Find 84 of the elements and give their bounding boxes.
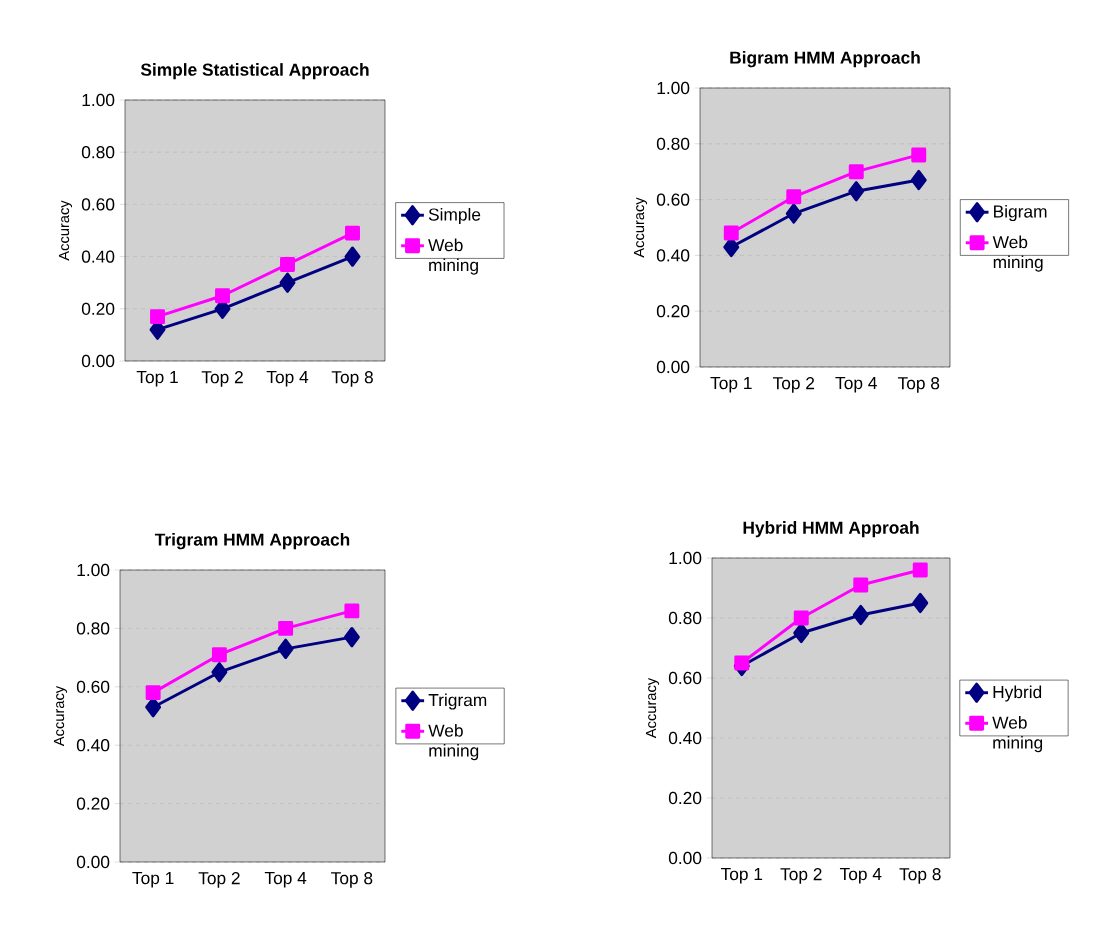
y-tick-label: 0.40	[668, 731, 702, 745]
x-tick-label: Top 4	[839, 868, 882, 884]
y-tick-label: 0.20	[76, 797, 110, 810]
point	[793, 622, 810, 644]
y-tick-label: 0.80	[656, 137, 690, 150]
x-tick-label: Top 2	[201, 371, 243, 387]
y-tick-label: 0.00	[81, 354, 115, 368]
x-tick-label: Top 1	[132, 872, 174, 888]
y-tick-label: 0.00	[656, 360, 690, 374]
y-tick-label: 1.00	[77, 563, 110, 577]
legend-label: Bigram	[994, 204, 1047, 222]
x-tick-label: Top 4	[835, 377, 877, 393]
point	[786, 189, 802, 205]
point	[278, 620, 294, 636]
x-tick-label: Top 8	[331, 371, 373, 387]
y-axis-title: Accuracy	[645, 677, 660, 739]
y-tick-label: 1.00	[82, 93, 115, 107]
x-tick-label: Top 1	[136, 371, 178, 387]
y-tick-label: 0.00	[76, 855, 110, 869]
legend-label: Web mining	[992, 235, 1043, 272]
y-tick-label: 0.80	[668, 611, 702, 625]
y-tick-label: 0.20	[81, 302, 115, 315]
point	[215, 288, 230, 304]
chart-title: Bigram HMM Approach	[730, 51, 920, 68]
y-tick-label: 0.80	[76, 622, 110, 635]
y-axis-title: Accuracy	[58, 200, 73, 261]
x-tick-label: Top 2	[198, 872, 240, 888]
point	[344, 603, 360, 619]
point	[211, 647, 227, 663]
x-tick-label: Top 4	[266, 371, 309, 387]
y-tick-label: 0.60	[668, 671, 702, 685]
y-tick-label: 0.20	[668, 791, 702, 805]
y-tick-label: 0.40	[76, 739, 110, 752]
point	[853, 577, 869, 593]
chart-title: Simple Statistical Approach	[140, 63, 369, 80]
y-tick-label: 0.60	[81, 198, 115, 211]
chart-title: Hybrid HMM Approah	[743, 521, 919, 538]
x-tick-label: Top 1	[710, 377, 752, 393]
y-axis-title: Accuracy	[53, 685, 68, 747]
legend-label: Simple	[428, 207, 481, 225]
point	[145, 685, 161, 701]
point	[145, 697, 162, 718]
x-tick-label: Top 2	[772, 377, 815, 393]
x-tick-label: Top 2	[780, 868, 822, 884]
y-tick-label: 0.40	[81, 250, 115, 263]
point	[150, 309, 165, 325]
point	[910, 169, 927, 191]
point	[277, 638, 294, 659]
y-tick-label: 0.20	[656, 305, 690, 318]
y-tick-label: 0.60	[76, 680, 110, 693]
chart-title: Trigram HMM Approach	[154, 533, 350, 550]
point	[279, 272, 296, 293]
y-tick-label: 0.00	[668, 851, 702, 865]
point	[848, 164, 864, 180]
point	[344, 246, 361, 267]
point	[785, 203, 802, 224]
x-tick-label: Top 8	[897, 377, 940, 393]
point	[280, 256, 295, 272]
point	[211, 662, 228, 683]
legend-label: Web mining	[428, 238, 478, 275]
y-tick-label: 0.80	[81, 146, 115, 159]
point	[912, 562, 928, 578]
legend-label: Web mining	[428, 723, 479, 761]
legend-label: Hybrid	[993, 685, 1042, 702]
point	[911, 147, 927, 163]
point	[345, 225, 360, 241]
point	[848, 181, 865, 202]
x-tick-label: Top 4	[264, 872, 307, 888]
x-tick-label: Top 8	[899, 868, 941, 884]
point	[343, 627, 360, 648]
y-tick-label: 0.60	[656, 193, 690, 206]
x-tick-label: Top 8	[331, 872, 373, 888]
point	[912, 592, 929, 614]
point	[793, 610, 809, 626]
y-axis-title: Accuracy	[633, 197, 648, 258]
point	[723, 225, 739, 241]
y-tick-label: 1.00	[657, 81, 690, 95]
x-tick-label: Top 1	[720, 868, 763, 884]
legend-label: Web mining	[992, 715, 1043, 753]
point	[852, 604, 869, 626]
point	[734, 655, 750, 671]
y-tick-label: 0.40	[656, 249, 690, 262]
legend-label: Trigram	[428, 693, 487, 710]
y-tick-label: 1.00	[669, 551, 702, 565]
